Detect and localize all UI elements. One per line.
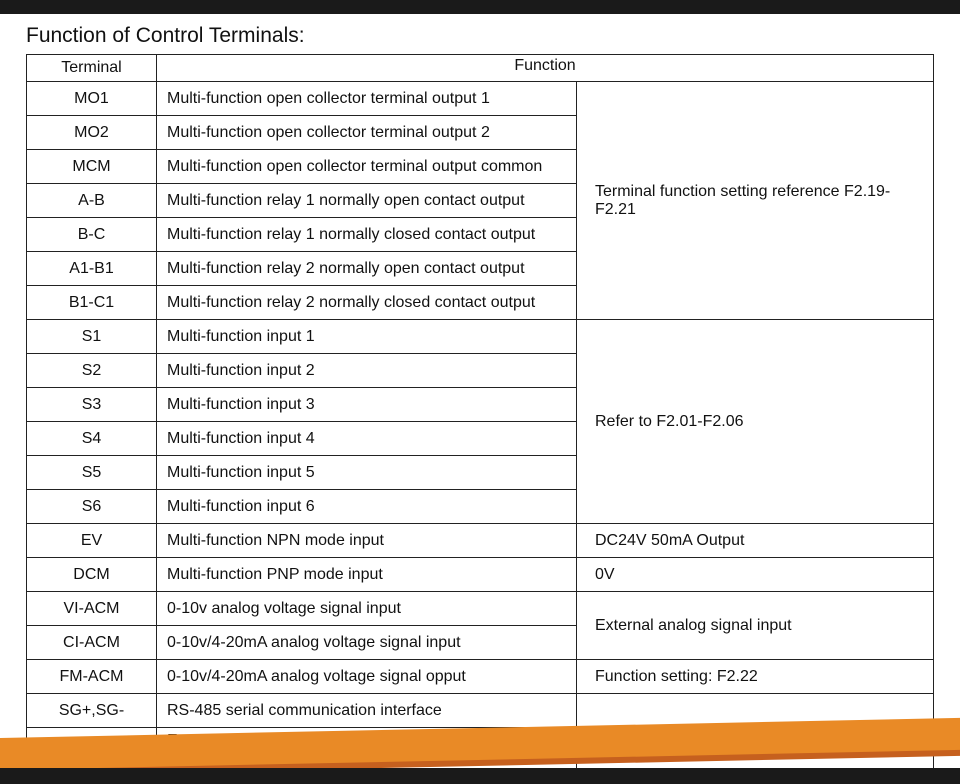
terminal-cell: S1 <box>27 320 157 354</box>
header-terminal: Terminal <box>27 55 157 82</box>
function-cell: Multi-function relay 2 normally closed c… <box>157 286 577 320</box>
function-cell: 0-10v/4-20mA analog voltage signal opput <box>157 660 577 694</box>
function-cell: RS-485 serial communication interface <box>157 694 577 728</box>
function-cell: Multi-function input 3 <box>157 388 577 422</box>
header-function: Function <box>157 55 934 82</box>
terminal-cell: MO2 <box>27 116 157 150</box>
function-cell: Multi-function open collector terminal o… <box>157 116 577 150</box>
function-cell: Multi-function input 4 <box>157 422 577 456</box>
terminal-cell: B-C <box>27 218 157 252</box>
function-cell: 0-10v/4-20mA analog voltage signal input <box>157 626 577 660</box>
content-area: Function of Control Terminals: Terminal … <box>0 14 960 773</box>
function-cell: 0-10v analog voltage signal input <box>157 592 577 626</box>
terminal-cell: S5 <box>27 456 157 490</box>
note-cell: +10V (20mA max . output current) <box>577 728 934 773</box>
table-row: 10V-ACM External potentiometer frequency… <box>27 728 934 773</box>
table-row: FM-ACM 0-10v/4-20mA analog voltage signa… <box>27 660 934 694</box>
note-cell: 0V <box>577 558 934 592</box>
terminal-cell: A1-B1 <box>27 252 157 286</box>
page-title: Function of Control Terminals: <box>26 24 934 48</box>
terminal-cell: S2 <box>27 354 157 388</box>
function-cell: Multi-function input 6 <box>157 490 577 524</box>
terminal-cell: FM-ACM <box>27 660 157 694</box>
terminal-cell: MO1 <box>27 82 157 116</box>
function-cell: Multi-function PNP mode input <box>157 558 577 592</box>
function-cell: Multi-function input 5 <box>157 456 577 490</box>
terminal-cell: CI-ACM <box>27 626 157 660</box>
table-row: DCM Multi-function PNP mode input 0V <box>27 558 934 592</box>
note-cell: Refer to F2.01-F2.06 <box>577 320 934 524</box>
note-cell: Terminal function setting reference F2.1… <box>577 82 934 320</box>
table-header-row: Terminal Function <box>27 55 934 82</box>
function-cell: Multi-function NPN mode input <box>157 524 577 558</box>
function-cell: Multi-function relay 1 normally open con… <box>157 184 577 218</box>
note-cell: External analog signal input <box>577 592 934 660</box>
terminal-cell: SG+,SG- <box>27 694 157 728</box>
table-row: SG+,SG- RS-485 serial communication inte… <box>27 694 934 728</box>
note-cell: Function setting: F2.22 <box>577 660 934 694</box>
terminal-cell: S4 <box>27 422 157 456</box>
top-bar <box>0 0 960 14</box>
terminal-cell: 10V-ACM <box>27 728 157 773</box>
function-cell: Multi-function relay 2 normally open con… <box>157 252 577 286</box>
terminal-cell: S3 <box>27 388 157 422</box>
terminal-cell: VI-ACM <box>27 592 157 626</box>
note-cell <box>577 694 934 728</box>
terminals-table: Terminal Function MO1 Multi-function ope… <box>26 54 934 773</box>
terminal-cell: MCM <box>27 150 157 184</box>
table-row: MO1 Multi-function open collector termin… <box>27 82 934 116</box>
table-body: Terminal Function MO1 Multi-function ope… <box>27 55 934 773</box>
function-cell: External potentiometer frequency referen… <box>157 728 577 773</box>
terminal-cell: B1-C1 <box>27 286 157 320</box>
function-cell: Multi-function open collector terminal o… <box>157 82 577 116</box>
function-cell: Multi-function open collector terminal o… <box>157 150 577 184</box>
table-row: S1 Multi-function input 1 Refer to F2.01… <box>27 320 934 354</box>
terminal-cell: EV <box>27 524 157 558</box>
table-row: VI-ACM 0-10v analog voltage signal input… <box>27 592 934 626</box>
table-row: EV Multi-function NPN mode input DC24V 5… <box>27 524 934 558</box>
terminal-cell: S6 <box>27 490 157 524</box>
function-cell: Multi-function input 1 <box>157 320 577 354</box>
function-cell: Multi-function relay 1 normally closed c… <box>157 218 577 252</box>
note-cell: DC24V 50mA Output <box>577 524 934 558</box>
terminal-cell: A-B <box>27 184 157 218</box>
function-cell: Multi-function input 2 <box>157 354 577 388</box>
terminal-cell: DCM <box>27 558 157 592</box>
